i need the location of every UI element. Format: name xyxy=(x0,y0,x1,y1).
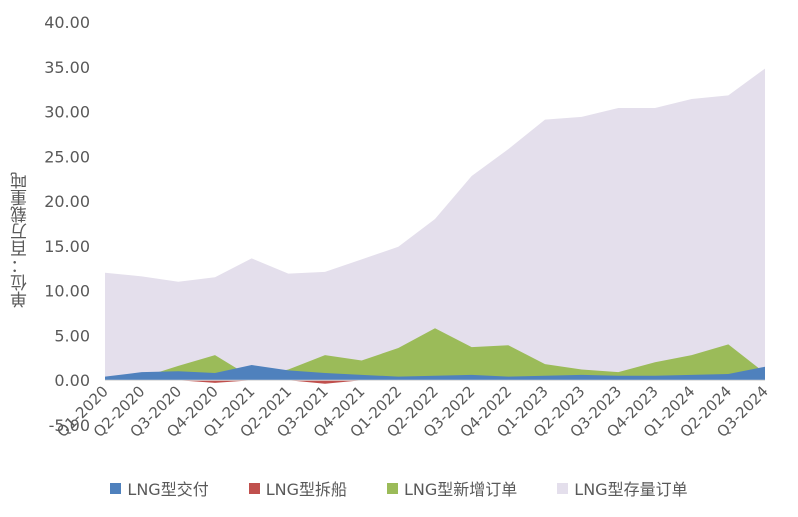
y-tick-label: 5.00 xyxy=(54,326,90,345)
series-area xyxy=(105,364,765,381)
legend: LNG型交付 LNG型拆船 LNG型新增订单 LNG型存量订单 xyxy=(0,476,798,500)
legend-label: LNG型交付 xyxy=(127,480,209,499)
y-tick-label: 15.00 xyxy=(44,237,90,256)
legend-item: LNG型交付 xyxy=(110,476,209,500)
y-axis-label: 单位：百万载重吨 xyxy=(11,172,31,308)
legend-swatch xyxy=(557,482,569,494)
legend-swatch xyxy=(387,482,398,494)
legend-swatch xyxy=(248,482,260,494)
y-tick-label: 30.00 xyxy=(44,103,90,122)
legend-swatch xyxy=(110,482,122,494)
y-tick-label: 40.00 xyxy=(44,13,90,32)
legend-item: LNG型存量订单 xyxy=(557,476,688,500)
legend-item: LNG型新增订单 xyxy=(387,476,517,500)
legend-label: LNG型存量订单 xyxy=(574,480,688,499)
y-tick-label: 20.00 xyxy=(44,192,90,211)
y-tick-label: 0.00 xyxy=(54,371,90,390)
y-tick-label: 35.00 xyxy=(44,58,90,77)
y-tick-label: 25.00 xyxy=(44,147,90,166)
y-tick-label: -5.00 xyxy=(49,416,90,435)
area-chart: -5.00 0.00 5.00 10.00 15.00 20.00 25.00 30.00 35… xyxy=(44,13,772,441)
legend-label: LNG型新增订单 xyxy=(404,480,518,499)
y-tick-label: 10.00 xyxy=(44,282,90,301)
legend-item: LNG型拆船 xyxy=(248,476,347,500)
series-area xyxy=(105,68,765,381)
series-area xyxy=(105,328,765,381)
legend-label: LNG型拆船 xyxy=(265,480,347,499)
series-area xyxy=(105,380,765,384)
